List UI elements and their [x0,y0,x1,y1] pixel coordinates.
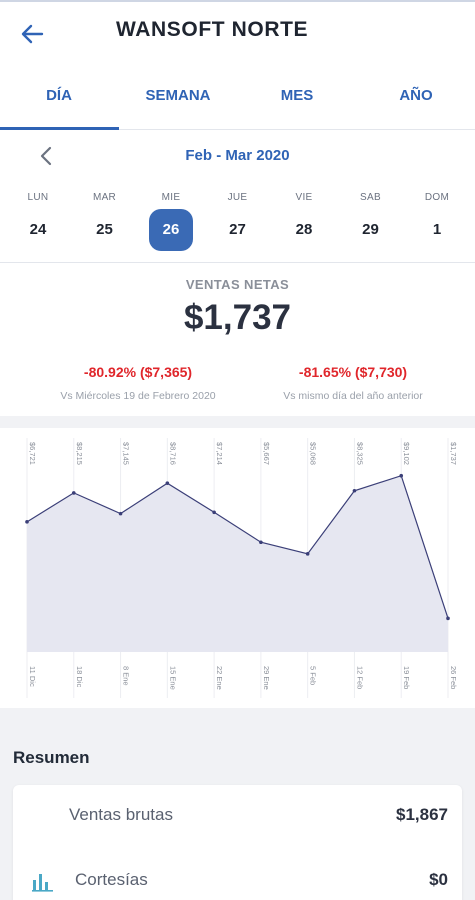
calendar-day-number[interactable]: 27 [229,221,246,238]
chart-category-label: 11 Dic [28,666,37,687]
tab-semana[interactable]: SEMANA [145,87,211,104]
calendar-month-title: Feb - Mar 2020 [185,147,290,164]
calendar-day-selected[interactable]: 26 [149,209,193,251]
chart-series-line [26,474,449,619]
chart-value-label: $9,102 [402,442,411,465]
week-calendar: Feb - Mar 2020 LUN 24 MAR 25 MIE 26 JUE 27 VIE 28… [0,131,475,263]
chart-category-label: 5 Feb [309,666,318,685]
app-header: WANSOFT NORTE [0,2,475,64]
chart-value-label: $5,068 [309,442,318,465]
chart-category-label: 29 Ene [262,666,271,690]
calendar-day-name: MIE [161,192,181,203]
net-sales-summary: VENTAS NETAS $1,737 -80.92% ($7,365) Vs … [0,264,475,416]
chart-data-point[interactable] [71,491,76,495]
chart-category-label: 15 Ene [168,666,177,690]
chart-category-label: 19 Feb [402,666,411,689]
resumen-card: Ventas brutas $1,867 Cortesías $0 [13,785,462,900]
calendar-day-name: JUE [227,192,248,203]
chevron-left-icon [40,146,52,166]
chart-area-fill [27,475,448,652]
sales-chart: $6,721 11 Dic $8,215 18 Dic $7,145 8 Ene $8,71… [0,428,475,708]
resumen-row-ventas-brutas[interactable]: Ventas brutas $1,867 [13,795,462,835]
net-sales-label: VENTAS NETAS [185,277,290,292]
chart-data-point[interactable] [212,510,216,515]
chart-category-label: 18 Dic [75,666,84,688]
resumen-row-value: $0 [429,870,448,889]
calendar-day-name: LUN [27,192,49,203]
period-tabs: DÍA SEMANA MES AÑO [0,66,475,130]
compare-previous-week-value: -80.92% ($7,365) [83,364,193,380]
compare-previous-year: -81.65% ($7,730) Vs mismo día del año an… [238,364,468,402]
resumen-row-label: Ventas brutas [69,805,173,824]
calendar-day-number[interactable]: 1 [432,221,442,238]
chart-category-label: 12 Feb [355,666,364,689]
chart-data-point[interactable] [305,552,310,556]
chart-data-point[interactable] [446,616,450,621]
compare-previous-year-value: -81.65% ($7,730) [298,364,408,380]
calendar-day-number[interactable]: 28 [295,221,313,238]
chart-value-label: $1,737 [449,442,458,465]
bar-chart-icon [31,870,55,892]
chart-value-label: $8,325 [355,442,364,465]
sales-area-chart: $6,721 11 Dic $8,215 18 Dic $7,145 8 Ene $8,71… [25,438,458,698]
calendar-day-number[interactable]: 29 [362,221,379,238]
tab-dia[interactable]: DÍA [46,87,72,104]
calendar-day-name: MAR [92,192,117,203]
compare-previous-year-label: Vs mismo día del año anterior [283,390,423,402]
tab-ano[interactable]: AÑO [399,87,433,104]
calendar-day-name: DOM [424,192,450,203]
chart-data-point[interactable] [259,540,263,545]
chart-value-label: $7,145 [122,442,131,465]
chart-data-point[interactable] [352,488,357,493]
calendar-day-name: SAB [360,192,381,203]
page-title: WANSOFT NORTE [116,18,309,41]
net-sales-value: $1,737 [183,298,292,337]
chart-data-point[interactable] [25,520,29,524]
previous-week-button[interactable] [36,145,56,167]
chart-data-point[interactable] [165,481,170,485]
chart-value-label: $8,716 [168,442,177,465]
resumen-row-label: Cortesías [75,870,148,889]
resumen-row-value: $1,867 [396,805,448,824]
chart-value-label: $5,667 [262,442,271,465]
calendar-day-number[interactable]: 25 [96,221,113,238]
top-divider [0,0,475,2]
back-button[interactable] [18,20,48,48]
chart-category-label: 26 Feb [449,666,458,689]
chart-value-label: $6,721 [28,442,37,465]
resumen-title: Resumen [13,748,90,767]
arrow-left-icon [21,24,44,44]
chart-value-label: $8,215 [75,442,84,465]
calendar-day-number[interactable]: 24 [29,221,47,238]
chart-data-point[interactable] [399,473,404,478]
tab-mes[interactable]: MES [280,87,314,104]
chart-category-label: 22 Ene [215,666,224,690]
compare-previous-week-label: Vs Miércoles 19 de Febrero 2020 [60,390,216,402]
active-tab-indicator [0,127,119,130]
chart-value-label: $7,214 [215,442,224,465]
chart-data-point[interactable] [118,511,123,516]
chart-category-label: 8 Ene [122,666,131,686]
calendar-day-name: VIE [295,192,313,203]
section-divider [0,416,475,428]
compare-previous-week: -80.92% ($7,365) Vs Miércoles 19 de Febr… [23,364,253,402]
resumen-row-cortesias[interactable]: Cortesías $0 [13,860,462,900]
